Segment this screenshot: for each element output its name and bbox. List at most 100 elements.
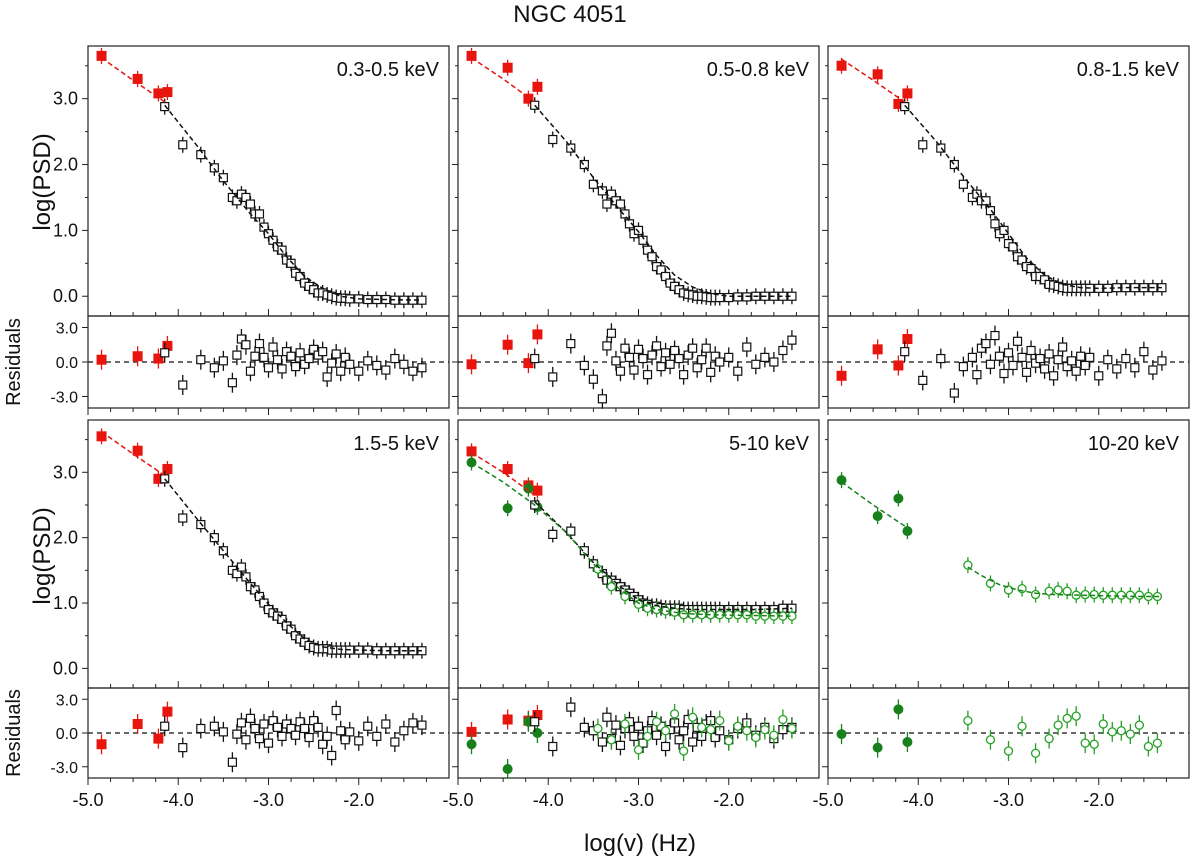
red-residual-point [132,719,143,729]
black-residual-point [597,394,608,404]
black-residual-point [724,352,734,362]
x-tick-label: -3.0 [253,790,284,810]
green-open-point [1053,585,1063,595]
red-residual-point [96,354,107,365]
green-open-point [1116,590,1126,600]
black-residual-point [340,735,350,745]
black-residual-point [1112,364,1122,374]
black-residual-point [196,355,206,365]
green-open-residual-point [688,712,698,722]
black-point [620,209,630,219]
green-open-residual-point [742,726,752,736]
green-open-residual-point [1003,746,1014,756]
black-residual-point [345,359,355,369]
green-open-residual-point [1116,726,1126,736]
black-residual-point [196,723,206,734]
black-fit-line [164,104,422,301]
figure-title: NGC 4051 [513,1,626,28]
green-open-residual-point [1062,713,1072,724]
green-residual-point [466,739,477,750]
black-residual-point [245,366,256,376]
black-residual-point [1148,365,1158,375]
black-point [615,199,626,209]
green-open-residual-point [642,731,653,742]
black-residual-point [372,731,382,741]
black-residual-point [615,366,626,376]
black-residual-point [218,727,228,737]
green-open-residual-point [678,746,689,756]
black-residual-point [354,366,364,376]
black-residual-point [1044,349,1054,359]
black-residual-point [209,721,219,731]
black-residual-point [1003,348,1014,358]
black-residual-point [701,343,711,353]
black-point [949,159,959,170]
black-point [178,140,188,150]
black-residual-point [304,732,314,743]
panel-2: 0.5-0.8 keV [452,45,820,415]
black-residual-point [160,348,170,358]
black-residual-point [160,721,170,731]
x-tick-label: -2.0 [1083,790,1114,810]
black-fit-line [534,104,792,297]
black-residual-point [981,339,991,349]
green-open-residual-point [1125,729,1135,739]
black-residual-point [624,352,635,362]
black-residual-point [688,343,698,353]
green-point [902,526,913,537]
green-residual-point [902,737,913,747]
green-open-point [963,560,973,570]
black-residual-point [1130,363,1140,373]
black-point [715,292,725,303]
black-residual-point [259,719,269,729]
black-point [1026,263,1036,274]
green-open-residual-point [733,721,743,731]
black-point [990,219,1000,229]
green-open-residual-point [651,717,662,727]
black-residual-point [232,729,242,739]
green-open-point [1134,590,1145,600]
black-residual-point [272,722,283,732]
black-residual-point [331,705,341,716]
black-residual-point [268,342,278,352]
black-residual-point [715,357,725,367]
residuals-label-top: Residuals [3,318,25,406]
black-residual-point [390,737,400,747]
x-tick-label: -5.0 [812,790,843,810]
green-open-residual-point [620,719,630,729]
green-open-point [606,582,617,592]
green-open-residual-point [1080,738,1090,748]
green-point [502,503,513,514]
black-residual-point [647,350,657,360]
red-point [532,81,543,92]
red-point [532,485,543,496]
black-residual-point [408,718,418,728]
black-residual-point [1103,355,1113,365]
red-point [153,88,164,99]
black-residual-point [372,360,382,371]
red-residual-point [162,706,173,717]
green-open-residual-point [633,745,644,755]
black-point [900,101,910,112]
residual-tick-label: 3.0 [56,321,78,338]
x-tick-label: -2.0 [343,790,374,810]
red-residual-point [502,339,513,350]
red-fit-line [841,58,906,103]
black-residual-point [381,719,391,729]
black-residual-point [399,359,409,369]
black-point [254,209,265,219]
panel-label: 0.5-0.8 keV [707,59,810,81]
black-point [548,134,558,145]
black-residual-point [254,339,265,349]
black-residual-point [602,341,612,351]
panel-3: 0.8-1.5 keV [822,45,1190,415]
black-residual-point [263,738,274,748]
red-residual-point [153,353,164,364]
red-residual-point [836,370,847,381]
red-residual-point [502,714,513,725]
black-point [1008,242,1018,252]
black-residual-point [566,702,576,712]
green-residual-point [836,729,847,740]
red-fit-line [471,452,536,496]
green-open-residual-point [724,736,734,746]
